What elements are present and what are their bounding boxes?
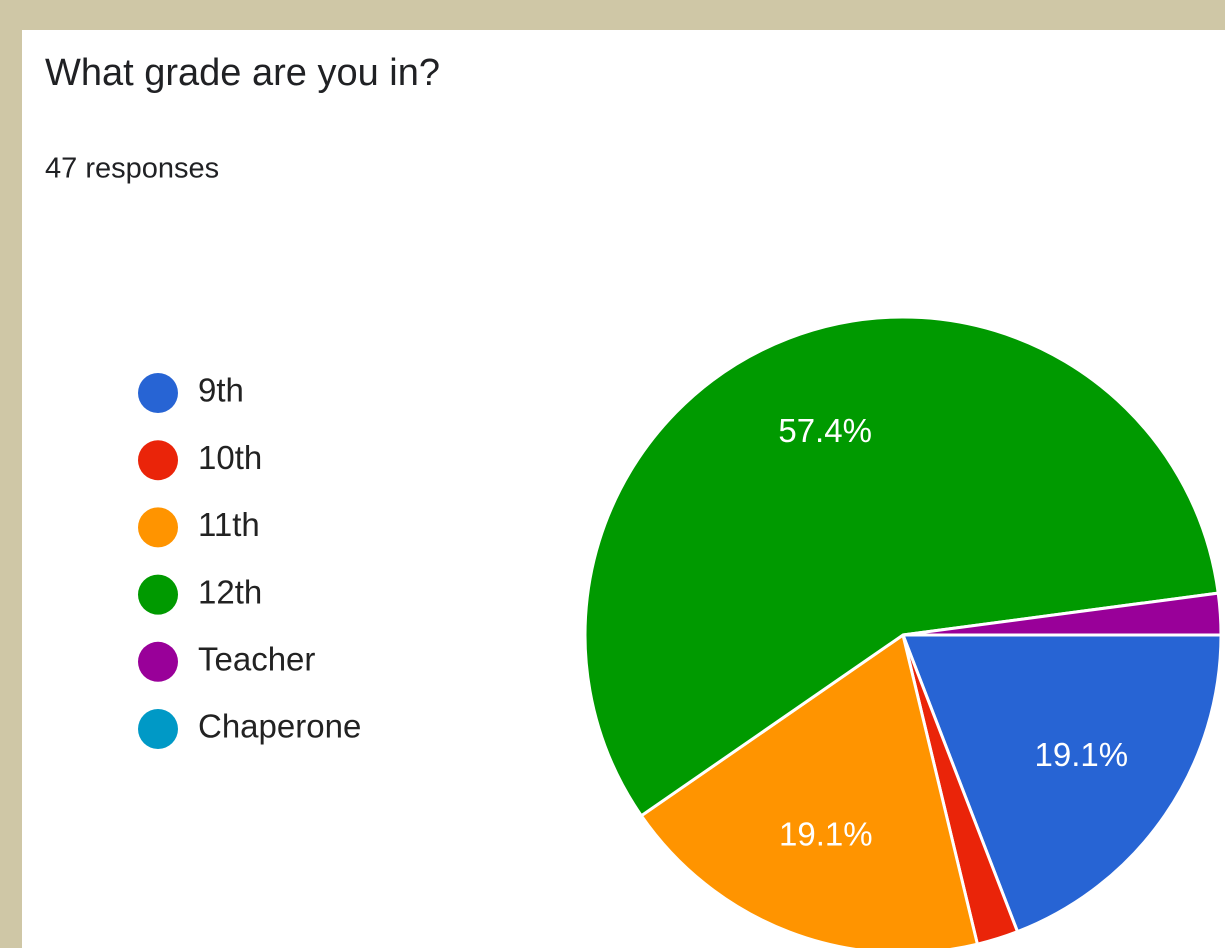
legend-swatch (138, 641, 178, 682)
chart-title: What grade are you in? (45, 52, 440, 94)
pie-slice (900, 633, 1223, 934)
legend: 9th 10th 11th 12th Teacher Chaperone (138, 372, 361, 749)
legend-label: 12th (198, 573, 262, 610)
legend-label: Teacher (198, 641, 315, 678)
legend-swatch (138, 507, 178, 548)
legend-swatch (138, 440, 178, 481)
slice-label: 19.1% (779, 816, 873, 853)
slice-label: 57.4% (778, 412, 872, 449)
pie-slice (639, 632, 980, 948)
legend-label: 10th (198, 439, 262, 476)
legend-label: 9th (198, 372, 244, 409)
legend-label: 11th (198, 506, 260, 543)
pie-slice (583, 315, 1220, 818)
legend-swatch (138, 709, 178, 749)
pie: 19.1% 19.1% 57.4% (583, 315, 1223, 948)
legend-label: Chaperone (198, 708, 361, 745)
legend-swatch (138, 373, 178, 413)
chart-subtitle: 47 responses (45, 153, 219, 185)
legend-swatch (138, 574, 178, 615)
slice-label: 19.1% (1035, 736, 1129, 773)
pie-slice (902, 591, 1223, 637)
